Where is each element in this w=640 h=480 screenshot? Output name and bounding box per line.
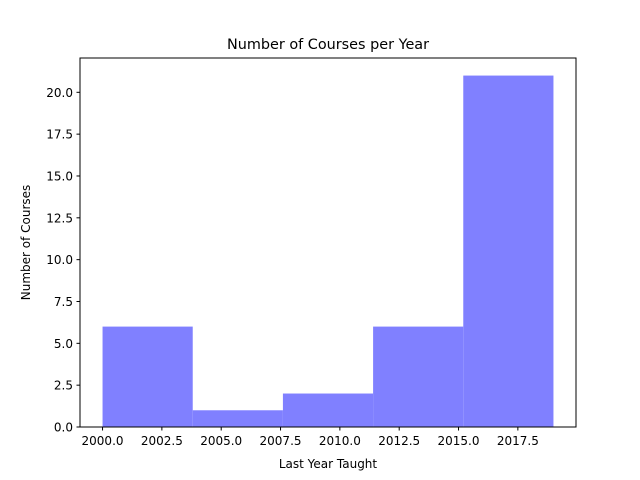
y-tick-label: 20.0 bbox=[46, 86, 73, 100]
histogram-bar bbox=[102, 326, 193, 427]
y-tick-label: 12.5 bbox=[46, 211, 73, 225]
chart-title: Number of Courses per Year bbox=[227, 37, 429, 53]
x-tick-label: 2002.5 bbox=[141, 434, 183, 448]
y-tick-label: 0.0 bbox=[54, 421, 73, 435]
x-axis-label: Last Year Taught bbox=[279, 457, 378, 471]
y-tick-label: 10.0 bbox=[46, 253, 73, 267]
x-tick-label: 2017.5 bbox=[497, 434, 539, 448]
y-tick-label: 7.5 bbox=[54, 295, 73, 309]
x-tick-label: 2005.0 bbox=[200, 434, 242, 448]
y-tick-label: 5.0 bbox=[54, 337, 73, 351]
bars-layer bbox=[102, 75, 554, 428]
x-tick-label: 2012.5 bbox=[378, 434, 420, 448]
x-tick-label: 2015.0 bbox=[438, 434, 480, 448]
y-axis: 0.0 2.5 5.0 7.5 10.0 12.5 15.0 17.5 20.0 bbox=[46, 86, 80, 435]
histogram-bar bbox=[373, 326, 464, 427]
x-tick-label: 2000.0 bbox=[82, 434, 124, 448]
y-tick-label: 2.5 bbox=[54, 379, 73, 393]
y-axis-label: Number of Courses bbox=[19, 185, 33, 301]
x-tick-label: 2010.0 bbox=[319, 434, 361, 448]
histogram-bar bbox=[282, 393, 374, 427]
histogram-bar bbox=[192, 410, 283, 427]
y-tick-label: 15.0 bbox=[46, 169, 73, 183]
y-tick-label: 17.5 bbox=[46, 128, 73, 142]
histogram-bar bbox=[463, 75, 554, 428]
x-axis: 2000.0 2002.5 2005.0 2007.5 2010.0 2012.5 2015… bbox=[82, 427, 539, 448]
x-tick-label: 2007.5 bbox=[260, 434, 302, 448]
plot-frame bbox=[79, 57, 577, 428]
